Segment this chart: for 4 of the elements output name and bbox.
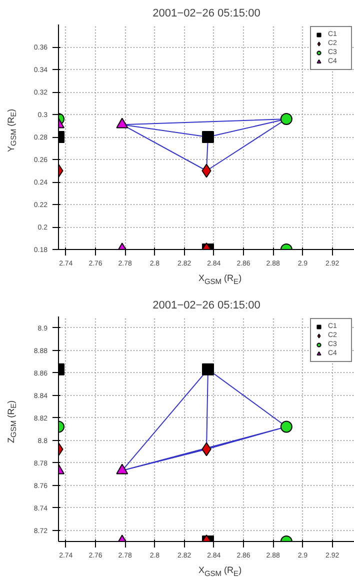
x-axis-title: X$_{GSM}$ (R$_{E}$) [198,273,242,287]
x-axis-title: X$_{GSM}$ (R$_{E}$) [198,565,242,579]
chart-title: 2001−02−26 05:15:00 [152,8,260,20]
chart-title: 2001−02−26 05:15:00 [152,300,260,312]
